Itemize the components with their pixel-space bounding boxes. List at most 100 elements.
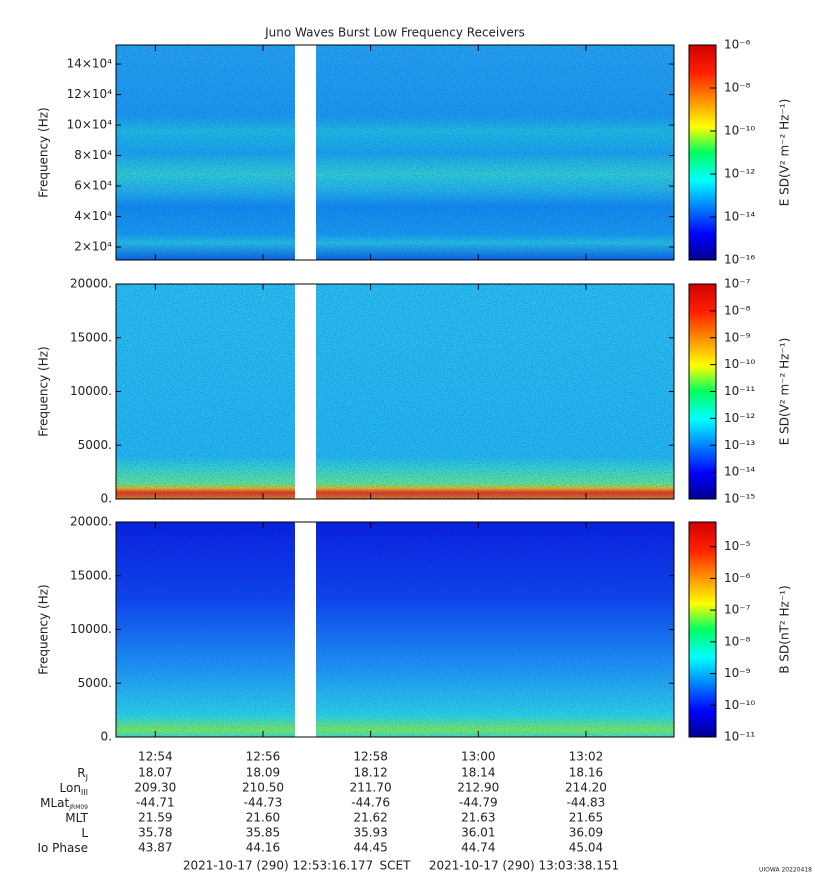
chart-title: Juno Waves Burst Low Frequency Receivers <box>264 26 525 40</box>
ephemeris-value: 44.74 <box>461 841 495 855</box>
colorbar-tick-label: 10⁻⁷ <box>724 277 751 291</box>
x-tick-label: 12:54 <box>138 750 173 764</box>
ephemeris-value: 214.20 <box>565 781 607 795</box>
colorbar-label: B SD(nT² Hz⁻¹) <box>778 585 792 673</box>
spectrogram-noise <box>116 284 674 499</box>
x-tick-label: 12:56 <box>246 750 281 764</box>
x-tick-label: 13:00 <box>461 750 496 764</box>
ephemeris-label: LonIII <box>60 781 89 797</box>
data-gap <box>295 522 316 737</box>
y-tick-label: 10000. <box>70 622 112 636</box>
footer-start: 2021-10-17 (290) 12:53:16.177 <box>183 859 373 873</box>
y-tick-label: 12×10⁴ <box>67 87 113 101</box>
colorbar-tick-label: 10⁻¹⁵ <box>724 492 755 506</box>
ephemeris-value: 209.30 <box>134 781 176 795</box>
ephemeris-value: 21.60 <box>246 811 280 825</box>
data-gap <box>295 284 316 499</box>
y-tick-label: 15000. <box>70 568 112 582</box>
ephemeris-value: 44.16 <box>246 841 280 855</box>
ephemeris-value: -44.71 <box>136 796 175 810</box>
ephemeris-label-sub: JRM09 <box>68 804 88 811</box>
y-tick-label: 20000. <box>70 277 112 291</box>
y-axis-label: Frequency (Hz) <box>37 107 51 198</box>
footer-credit: UIOWA 20220418 <box>759 867 812 874</box>
colorbar <box>688 521 717 738</box>
ephemeris-label-sub: III <box>81 788 88 797</box>
colorbar-tick-label: 10⁻¹¹ <box>724 384 755 398</box>
colorbar-tick-label: 10⁻⁹ <box>724 330 751 344</box>
colorbar-tick-label: 10⁻⁶ <box>724 571 751 585</box>
ephemeris-label-text: Io Phase <box>37 841 88 855</box>
colorbar-tick-label: 10⁻⁷ <box>724 603 751 617</box>
ephemeris-value: 35.85 <box>246 826 280 840</box>
ephemeris-value: 18.16 <box>569 766 603 780</box>
ephemeris-label-text: L <box>81 826 88 840</box>
y-tick-label: 10×10⁴ <box>67 118 113 132</box>
y-tick-label: 8×10⁴ <box>74 148 112 162</box>
ephemeris-value: 18.09 <box>246 766 280 780</box>
ephemeris-value: 44.45 <box>353 841 387 855</box>
spectrogram-noise <box>116 45 674 260</box>
ephemeris-label-text: MLT <box>65 811 88 825</box>
footer-scet: SCET <box>380 859 412 873</box>
ephemeris-value: 21.65 <box>569 811 603 825</box>
y-tick-label: 0. <box>101 492 112 506</box>
ephemeris-value: 35.93 <box>353 826 387 840</box>
ephemeris-value: -44.83 <box>567 796 606 810</box>
colorbar-tick-label: 10⁻¹⁰ <box>724 698 755 712</box>
ephemeris-value: 210.50 <box>242 781 284 795</box>
colorbar-tick-label: 10⁻⁸ <box>724 81 751 95</box>
ephemeris-value: 211.70 <box>350 781 392 795</box>
colorbar-label: E SD(V² m⁻² Hz⁻¹) <box>778 338 792 446</box>
ephemeris-label-text: Lon <box>60 781 81 795</box>
y-tick-label: 5000. <box>78 676 112 690</box>
colorbar-tick-label: 10⁻¹⁰ <box>724 124 755 138</box>
ephemeris-value: 212.90 <box>457 781 499 795</box>
colorbar <box>688 44 717 261</box>
ephemeris-label-text: MLat <box>40 796 69 810</box>
y-tick-label: 10000. <box>70 384 112 398</box>
colorbar-tick-label: 10⁻¹⁶ <box>724 253 755 267</box>
colorbar-tick-label: 10⁻¹¹ <box>724 730 755 744</box>
colorbar-tick-label: 10⁻¹⁴ <box>724 465 755 479</box>
ephemeris-value: -44.73 <box>244 796 283 810</box>
ephemeris-label-text: R <box>77 766 85 780</box>
ephemeris-value: 43.87 <box>138 841 172 855</box>
ephemeris-label-sub: J <box>85 773 88 782</box>
colorbar-tick-label: 10⁻¹⁰ <box>724 357 755 371</box>
y-axis-label: Frequency (Hz) <box>37 584 51 675</box>
ephemeris-value: 21.62 <box>353 811 387 825</box>
y-tick-label: 4×10⁴ <box>74 209 112 223</box>
ephemeris-value: 36.01 <box>461 826 495 840</box>
ephemeris-value: -44.76 <box>351 796 390 810</box>
colorbar-tick-label: 10⁻⁵ <box>724 539 751 553</box>
y-tick-label: 5000. <box>78 438 112 452</box>
colorbar-tick-label: 10⁻¹² <box>724 167 755 181</box>
x-tick-label: 13:02 <box>569 750 604 764</box>
y-axis-label: Frequency (Hz) <box>37 346 51 437</box>
ephemeris-value: -44.79 <box>459 796 498 810</box>
y-tick-label: 0. <box>101 730 112 744</box>
ephemeris-label: L <box>81 826 88 840</box>
ephemeris-label: Io Phase <box>37 841 88 855</box>
ephemeris-value: 35.78 <box>138 826 172 840</box>
colorbar-tick-label: 10⁻¹³ <box>724 438 755 452</box>
colorbar-tick-label: 10⁻⁹ <box>724 666 751 680</box>
ephemeris-value: 18.14 <box>461 766 495 780</box>
plot-frame <box>115 44 675 261</box>
y-tick-label: 14×10⁴ <box>67 57 113 71</box>
data-gap <box>295 45 316 260</box>
y-tick-label: 20000. <box>70 515 112 529</box>
footer-end: 2021-10-17 (290) 13:03:38.151 <box>429 859 619 873</box>
colorbar-tick-label: 10⁻⁸ <box>724 303 751 317</box>
colorbar-tick-label: 10⁻⁶ <box>724 38 751 52</box>
ephemeris-value: 18.12 <box>353 766 387 780</box>
colorbar-tick-label: 10⁻¹⁴ <box>724 210 755 224</box>
ephemeris-label: RJ <box>77 766 88 782</box>
ephemeris-value: 21.59 <box>138 811 172 825</box>
colorbar-label: E SD(V² m⁻² Hz⁻¹) <box>778 99 792 207</box>
y-tick-label: 6×10⁴ <box>74 179 112 193</box>
x-tick-label: 12:58 <box>353 750 388 764</box>
ephemeris-value: 18.07 <box>138 766 172 780</box>
